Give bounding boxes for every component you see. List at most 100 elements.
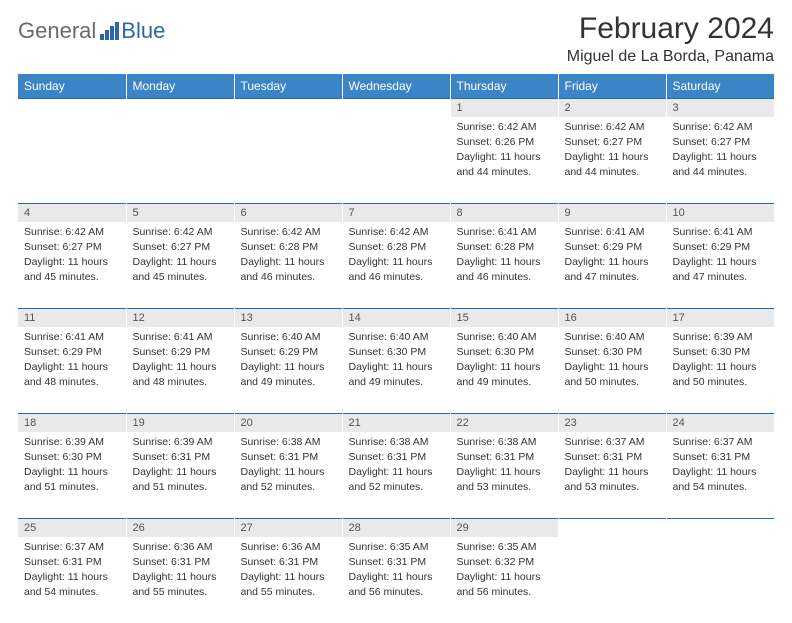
sunset-text: Sunset: 6:29 PM: [241, 345, 336, 359]
sunrise-text: Sunrise: 6:38 AM: [457, 435, 552, 449]
day-content: [235, 117, 342, 126]
day-number-cell: [126, 98, 234, 117]
daylight-text: Daylight: 11 hours and 51 minutes.: [133, 465, 228, 493]
day-content: Sunrise: 6:37 AMSunset: 6:31 PMDaylight:…: [667, 432, 775, 501]
day-number-cell: 2: [558, 98, 666, 117]
daylight-text: Daylight: 11 hours and 53 minutes.: [457, 465, 552, 493]
day-number: 4: [18, 203, 126, 222]
day-number: 18: [18, 413, 126, 432]
day-content: Sunrise: 6:37 AMSunset: 6:31 PMDaylight:…: [18, 537, 126, 606]
sunset-text: Sunset: 6:27 PM: [565, 135, 660, 149]
sunrise-text: Sunrise: 6:39 AM: [673, 330, 769, 344]
day-content-cell: Sunrise: 6:42 AMSunset: 6:27 PMDaylight:…: [126, 222, 234, 308]
sunset-text: Sunset: 6:27 PM: [133, 240, 228, 254]
day-number-cell: 14: [342, 308, 450, 327]
sunrise-text: Sunrise: 6:40 AM: [457, 330, 552, 344]
day-content-cell: Sunrise: 6:38 AMSunset: 6:31 PMDaylight:…: [234, 432, 342, 518]
daylight-text: Daylight: 11 hours and 56 minutes.: [349, 570, 444, 598]
day-content: Sunrise: 6:41 AMSunset: 6:28 PMDaylight:…: [451, 222, 558, 291]
day-content-cell: Sunrise: 6:40 AMSunset: 6:30 PMDaylight:…: [450, 327, 558, 413]
week-content-row: Sunrise: 6:41 AM Sunset: 6:29 PM Daylight:…: [18, 327, 774, 413]
day-number: 22: [451, 413, 558, 432]
day-number: [667, 518, 775, 537]
sunrise-text: Sunrise: 6:41 AM: [133, 330, 228, 344]
day-number: 27: [235, 518, 342, 537]
day-content: Sunrise: 6:39 AMSunset: 6:30 PMDaylight:…: [667, 327, 775, 396]
day-number-cell: 16: [558, 308, 666, 327]
day-content-cell: Sunrise: 6:42 AMSunset: 6:26 PMDaylight:…: [450, 117, 558, 203]
day-number-cell: [18, 98, 126, 117]
daylight-text: Daylight: 11 hours and 52 minutes.: [241, 465, 336, 493]
sunset-text: Sunset: 6:31 PM: [241, 450, 336, 464]
weekday-header: Saturday: [666, 74, 774, 98]
day-content: [18, 117, 126, 126]
day-content: Sunrise: 6:41 AMSunset: 6:29 PMDaylight:…: [559, 222, 666, 291]
day-content-cell: [18, 117, 126, 203]
day-content-cell: Sunrise: 6:38 AMSunset: 6:31 PMDaylight:…: [450, 432, 558, 518]
sunrise-text: Sunrise: 6:42 AM: [565, 120, 660, 134]
day-number-cell: [666, 518, 774, 537]
day-content: Sunrise: 6:42 AMSunset: 6:27 PMDaylight:…: [127, 222, 234, 291]
day-number: 1: [451, 98, 558, 117]
day-content: Sunrise: 6:42 AMSunset: 6:27 PMDaylight:…: [559, 117, 666, 186]
sunrise-text: Sunrise: 6:39 AM: [24, 435, 120, 449]
day-content-cell: [342, 117, 450, 203]
weekday-header: Tuesday: [234, 74, 342, 98]
day-number: 5: [127, 203, 234, 222]
daylight-text: Daylight: 11 hours and 46 minutes.: [457, 255, 552, 283]
day-number-cell: 24: [666, 413, 774, 432]
day-number: [343, 98, 450, 117]
day-number-cell: 23: [558, 413, 666, 432]
day-number-cell: 3: [666, 98, 774, 117]
sunset-text: Sunset: 6:28 PM: [349, 240, 444, 254]
day-number-cell: 20: [234, 413, 342, 432]
day-content: Sunrise: 6:36 AMSunset: 6:31 PMDaylight:…: [127, 537, 234, 606]
sunrise-text: Sunrise: 6:37 AM: [24, 540, 120, 554]
daylight-text: Daylight: 11 hours and 55 minutes.: [133, 570, 228, 598]
sunrise-text: Sunrise: 6:40 AM: [349, 330, 444, 344]
week-number-row: 2526272829: [18, 518, 774, 537]
sunset-text: Sunset: 6:31 PM: [673, 450, 769, 464]
day-content: Sunrise: 6:42 AMSunset: 6:28 PMDaylight:…: [235, 222, 342, 291]
day-content: Sunrise: 6:41 AMSunset: 6:29 PMDaylight:…: [667, 222, 775, 291]
day-content-cell: Sunrise: 6:37 AMSunset: 6:31 PMDaylight:…: [666, 432, 774, 518]
week-content-row: Sunrise: 6:39 AMSunset: 6:30 PMDaylight:…: [18, 432, 774, 518]
month-title: February 2024: [567, 12, 774, 46]
sunset-text: Sunset: 6:26 PM: [457, 135, 552, 149]
day-number: 10: [667, 203, 775, 222]
day-number: 7: [343, 203, 450, 222]
sunset-text: Sunset: 6:31 PM: [349, 555, 444, 569]
weekday-header: Sunday: [18, 74, 126, 98]
day-number: 19: [127, 413, 234, 432]
day-content-cell: Sunrise: 6:39 AMSunset: 6:30 PMDaylight:…: [666, 327, 774, 413]
day-number-cell: 17: [666, 308, 774, 327]
day-content-cell: Sunrise: 6:41 AMSunset: 6:28 PMDaylight:…: [450, 222, 558, 308]
week-content-row: Sunrise: 6:37 AMSunset: 6:31 PMDaylight:…: [18, 537, 774, 623]
sunset-text: Sunset: 6:31 PM: [24, 555, 120, 569]
daylight-text: Daylight: 11 hours and 55 minutes.: [241, 570, 336, 598]
day-number: 17: [667, 308, 775, 327]
day-content-cell: Sunrise: 6:41 AMSunset: 6:29 PMDaylight:…: [18, 327, 126, 413]
sunrise-text: Sunrise: 6:42 AM: [24, 225, 120, 239]
day-number: 23: [559, 413, 666, 432]
sunrise-text: Sunrise: 6:42 AM: [349, 225, 444, 239]
day-number-cell: 12: [126, 308, 234, 327]
daylight-text: Daylight: 11 hours and 45 minutes.: [24, 255, 120, 283]
sunrise-text: Sunrise: 6:36 AM: [241, 540, 336, 554]
daylight-text: Daylight: 11 hours and 48 minutes.: [24, 360, 120, 388]
day-content-cell: Sunrise: 6:40 AMSunset: 6:30 PMDaylight:…: [342, 327, 450, 413]
week-number-row: 11121314151617: [18, 308, 774, 327]
daylight-text: Daylight: 11 hours and 46 minutes.: [349, 255, 444, 283]
day-content-cell: Sunrise: 6:42 AMSunset: 6:27 PMDaylight:…: [558, 117, 666, 203]
daylight-text: Daylight: 11 hours and 50 minutes.: [565, 360, 660, 388]
daylight-text: Daylight: 11 hours and 49 minutes.: [457, 360, 552, 388]
sunrise-text: Sunrise: 6:40 AM: [565, 330, 660, 344]
day-number-cell: 5: [126, 203, 234, 222]
day-content: Sunrise: 6:36 AMSunset: 6:31 PMDaylight:…: [235, 537, 342, 606]
day-number-cell: 15: [450, 308, 558, 327]
daylight-text: Daylight: 11 hours and 44 minutes.: [457, 150, 552, 178]
day-number-cell: 1: [450, 98, 558, 117]
day-content-cell: Sunrise: 6:42 AMSunset: 6:27 PMDaylight:…: [18, 222, 126, 308]
day-content: Sunrise: 6:35 AMSunset: 6:31 PMDaylight:…: [343, 537, 450, 606]
day-content: Sunrise: 6:41 AMSunset: 6:29 PMDaylight:…: [127, 327, 234, 396]
